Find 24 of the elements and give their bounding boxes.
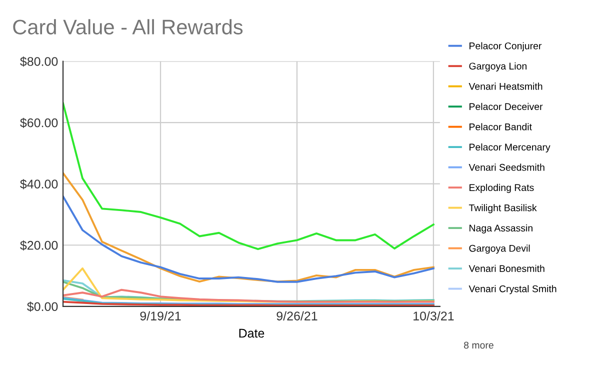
x-tick-label: 9/26/21 bbox=[276, 311, 318, 320]
legend-label: Exploding Rats bbox=[470, 184, 534, 193]
x-tick-label: 10/3/21 bbox=[414, 311, 454, 320]
x-tick-label: 9/19/21 bbox=[140, 311, 181, 320]
y-tick-label: $40.00 bbox=[20, 179, 58, 190]
legend-label: Pelacor Mercenary bbox=[470, 143, 550, 152]
legend-label: Venari Bonesmith bbox=[468, 264, 544, 272]
y-tick-label: $60.00 bbox=[20, 118, 58, 128]
y-tick-label: $20.00 bbox=[20, 240, 58, 251]
legend-label: Venari Crystal Smith bbox=[468, 285, 556, 294]
x-axis-title: Date bbox=[239, 328, 264, 338]
chart-title: Card Value - All Rewards bbox=[13, 19, 243, 34]
legend-label: Twilight Basilisk bbox=[468, 204, 537, 214]
legend-label: Venari Seedsmith bbox=[468, 164, 544, 171]
legend-label: Gargoya Devil bbox=[469, 244, 530, 254]
legend-label: Pelacor Conjurer bbox=[470, 42, 542, 52]
legend-label: Gargoya Lion bbox=[469, 62, 526, 72]
y-tick-label: $80.00 bbox=[20, 56, 58, 67]
text: 8 more bbox=[464, 342, 494, 349]
legend-label: Venari Heatsmith bbox=[468, 82, 542, 90]
legend-label: Naga Assassin bbox=[470, 224, 532, 234]
legend-label: Pelacor Bandit bbox=[470, 123, 532, 130]
y-tick-label: $0.00 bbox=[27, 302, 58, 312]
legend-label: Pelacor Deceiver bbox=[470, 102, 543, 110]
